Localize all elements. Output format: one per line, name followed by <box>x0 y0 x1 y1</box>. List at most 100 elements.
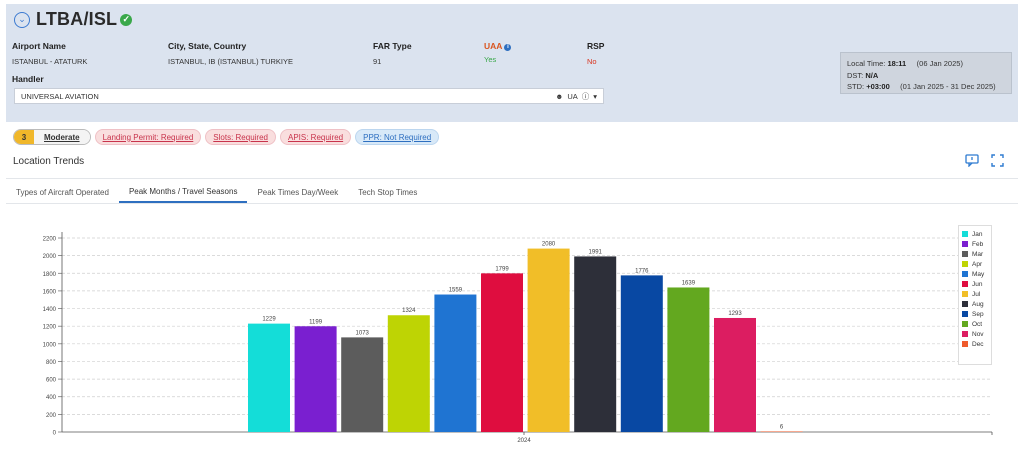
bar-value-label: 1559 <box>449 288 463 294</box>
slots-badge[interactable]: Slots: Required <box>205 129 276 145</box>
section-title: Location Trends <box>13 156 85 167</box>
expand-icon[interactable] <box>991 154 1005 167</box>
tab-peak-months[interactable]: Peak Months / Travel Seasons <box>118 181 248 203</box>
risk-level-number: 3 <box>14 130 34 144</box>
legend-item[interactable]: Jan <box>962 229 988 239</box>
handler-label: Handler <box>12 74 44 84</box>
bar-value-label: 1073 <box>356 330 370 336</box>
legend-item[interactable]: Oct <box>962 319 988 329</box>
legend-swatch <box>962 301 968 307</box>
legend-swatch <box>962 261 968 267</box>
bar-value-label: 2080 <box>542 242 556 248</box>
legend-label: Apr <box>972 260 983 268</box>
ppr-badge[interactable]: PPR: Not Required <box>355 129 440 145</box>
bar-oct <box>667 287 710 432</box>
std-label: STD: <box>847 82 865 91</box>
bar-value-label: 1199 <box>309 319 323 325</box>
title-row: ⌄ LTBA/ISL ✓ <box>14 9 133 30</box>
far-value: 91 <box>373 57 382 66</box>
legend-label: May <box>972 270 985 278</box>
info-circle-icon[interactable]: ⓘ <box>581 91 590 101</box>
city-field: City, State, Country ISTANBUL, IB (ISTAN… <box>168 41 293 66</box>
tab-peak-times[interactable]: Peak Times Day/Week <box>257 187 339 197</box>
airport-name-label: Airport Name <box>12 41 66 51</box>
handler-field: Handler <box>12 74 44 84</box>
trend-tabs: Types of Aircraft Operated Peak Months /… <box>6 181 427 203</box>
bar-value-label: 6 <box>780 424 784 430</box>
legend-label: Nov <box>972 330 984 338</box>
legend-item[interactable]: Feb <box>962 239 988 249</box>
apis-badge[interactable]: APIS: Required <box>279 129 352 145</box>
legend-item[interactable]: Aug <box>962 299 988 309</box>
local-time-value: 18:11 <box>887 59 907 68</box>
legend-item[interactable]: Sep <box>962 309 988 319</box>
bar-apr <box>387 315 430 432</box>
airport-title: LTBA/ISL <box>36 9 118 29</box>
info-icon[interactable]: i <box>504 44 512 51</box>
y-tick-label: 1400 <box>43 307 57 313</box>
bar-sep <box>620 275 663 432</box>
y-tick-label: 1800 <box>43 272 57 278</box>
far-field: FAR Type 91 <box>373 41 412 66</box>
tab-tech-stop[interactable]: Tech Stop Times <box>358 187 418 197</box>
bar-value-label: 1991 <box>589 249 603 255</box>
bar-may <box>434 294 477 432</box>
legend-label: Oct <box>972 320 983 328</box>
legend-label: Jan <box>972 230 983 238</box>
bar-dec <box>760 431 803 432</box>
rsp-field: RSP No <box>587 41 604 66</box>
legend-swatch <box>962 231 968 237</box>
legend-item[interactable]: Jun <box>962 279 988 289</box>
legend-swatch <box>962 331 968 337</box>
rsp-value: No <box>587 57 597 66</box>
legend-swatch <box>962 321 968 327</box>
legend-label: Jun <box>972 280 983 288</box>
uaa-value: Yes <box>484 55 497 64</box>
handler-code: UA <box>567 91 578 101</box>
chart-legend: Jan Feb Mar Apr May Jun Jul Aug Sep Oct Nov Dec <box>958 225 992 365</box>
collapse-icon[interactable]: ⌄ <box>14 11 30 28</box>
std-value: +03:00 <box>866 82 890 91</box>
landing-permit-badge[interactable]: Landing Permit: Required <box>94 129 202 145</box>
handler-select[interactable]: UNIVERSAL AVIATION ☻ UA ⓘ ▾ <box>14 88 604 104</box>
legend-item[interactable]: Dec <box>962 339 988 349</box>
legend-item[interactable]: May <box>962 269 988 279</box>
legend-item[interactable]: Apr <box>962 259 988 269</box>
legend-label: Mar <box>972 250 984 258</box>
legend-item[interactable]: Mar <box>962 249 988 259</box>
comment-icon[interactable] <box>965 154 979 168</box>
legend-label: Sep <box>972 310 984 318</box>
city-label: City, State, Country <box>168 41 247 51</box>
std-range: (01 Jan 2025 - 31 Dec 2025) <box>900 82 996 91</box>
y-tick-label: 400 <box>46 395 57 401</box>
handler-value: UNIVERSAL AVIATION <box>21 91 99 101</box>
bar-value-label: 1799 <box>495 266 509 272</box>
requirement-badges: 3 Moderate Landing Permit: Required Slot… <box>13 129 440 145</box>
y-tick-label: 1200 <box>43 325 57 331</box>
verified-check-icon: ✓ <box>120 13 133 26</box>
dropdown-arrow-icon[interactable]: ▾ <box>593 91 597 101</box>
city-value: ISTANBUL, IB (ISTANBUL) TURKIYE <box>168 57 294 66</box>
dst-value: N/A <box>865 70 879 80</box>
tab-aircraft-types[interactable]: Types of Aircraft Operated <box>16 187 109 197</box>
legend-swatch <box>962 251 968 257</box>
legend-swatch <box>962 281 968 287</box>
legend-swatch <box>962 341 968 347</box>
x-category-label: 2024 <box>517 438 531 444</box>
bar-jun <box>481 273 523 432</box>
far-label: FAR Type <box>373 41 412 51</box>
legend-item[interactable]: Nov <box>962 329 988 339</box>
time-info-box: Local Time: 18:11 (06 Jan 2025) DST: N/A… <box>840 52 1012 94</box>
legend-label: Jul <box>972 290 981 298</box>
airport-header: ⌄ LTBA/ISL ✓ Airport Name ISTANBUL - ATA… <box>6 4 1018 122</box>
bar-nov <box>714 317 756 432</box>
airport-name-value: ISTANBUL - ATATURK <box>12 57 88 66</box>
bar-value-label: 1324 <box>402 308 416 314</box>
divider <box>6 203 1018 204</box>
person-icon: ☻ <box>555 91 564 101</box>
airport-name-field: Airport Name ISTANBUL - ATATURK <box>12 41 87 66</box>
legend-item[interactable]: Jul <box>962 289 988 299</box>
bar-value-label: 1639 <box>682 280 696 286</box>
risk-badge[interactable]: 3 Moderate <box>13 129 91 145</box>
local-date: (06 Jan 2025) <box>916 59 963 68</box>
